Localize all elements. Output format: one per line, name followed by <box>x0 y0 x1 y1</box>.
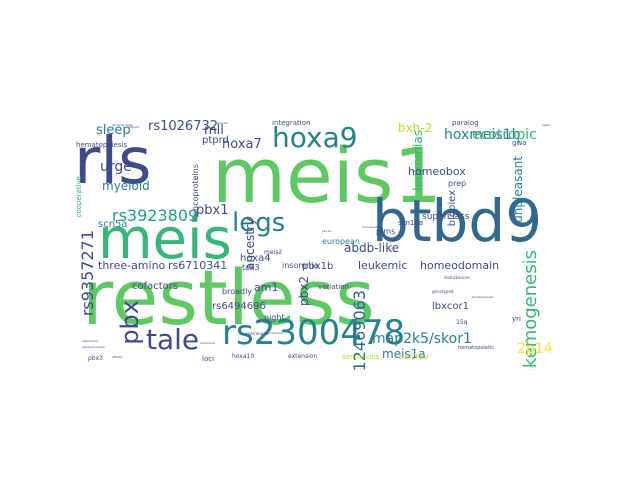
cloud-word: 2p14 <box>517 341 553 357</box>
cloud-word: scn5a <box>98 219 128 230</box>
cloud-word: translocation <box>362 225 382 229</box>
cloud-word: sequences <box>82 339 99 343</box>
cloud-word: scn10a <box>398 219 424 227</box>
cloud-word: developmental <box>82 345 105 349</box>
cloud-word: rs6494696 <box>212 301 266 312</box>
cloud-word: homeobox <box>408 165 466 178</box>
cloud-word: sleep <box>96 123 131 138</box>
cloud-word: myeloid <box>102 179 150 193</box>
cloud-word: disorder <box>216 121 229 125</box>
cloud-word: rs2300478 <box>222 313 406 353</box>
cloud-word: syndrome <box>200 341 215 345</box>
cloud-word: unpleasant <box>511 156 525 223</box>
cloud-word: yri <box>512 315 521 323</box>
cloud-word: enriched <box>398 353 429 361</box>
cloud-word: ecotropic <box>472 127 537 143</box>
cloud-word: integration <box>272 120 311 127</box>
cloud-word: meis <box>98 207 232 272</box>
cloud-word: hoxmeis1b <box>444 127 521 143</box>
cloud-word: affinity <box>112 355 123 359</box>
cloud-word: genome-wide <box>112 123 133 127</box>
cloud-word: sensations <box>342 353 380 361</box>
cloud-word: hematopoietic <box>458 345 494 351</box>
cloud-word: genotyped <box>432 289 454 294</box>
cloud-word: hoxa10 <box>232 353 255 360</box>
cloud-word: hematopoietic <box>472 295 494 299</box>
cloud-word: plms <box>376 227 396 236</box>
cloud-word: pbx1 <box>196 203 229 218</box>
cloud-word: embryonic <box>268 331 284 335</box>
cloud-word: cooperative <box>75 176 83 218</box>
cloud-word: tox3 <box>242 263 260 272</box>
cloud-word: extension <box>288 353 318 360</box>
cloud-word: pbx3 <box>88 355 103 362</box>
cloud-word: pbx2 <box>297 276 311 306</box>
cloud-word: cofactors <box>132 281 179 292</box>
cloud-word: hoxa4 <box>240 253 271 264</box>
cloud-word: gwa <box>512 139 527 147</box>
cloud-word: bxh-2 <box>398 121 433 135</box>
cloud-word: prep <box>448 179 467 188</box>
cloud-word: rs9357271 <box>78 230 97 317</box>
cloud-word: am1 <box>254 281 279 294</box>
cloud-word: legs <box>232 208 286 238</box>
cloud-word: loci <box>202 355 215 363</box>
cloud-word: pbx <box>116 300 144 345</box>
cloud-word: three-amino <box>98 259 166 272</box>
cloud-word: leukemias <box>411 130 425 191</box>
cloud-word: meis1 <box>212 131 442 220</box>
cloud-word: tale <box>146 323 200 356</box>
cloud-word: leukemic <box>358 259 408 272</box>
cloud-word: urge <box>100 159 132 175</box>
cloud-word: hoxa7 <box>222 137 262 152</box>
cloud-word: mll <box>204 123 224 138</box>
cloud-word: european <box>322 237 360 246</box>
cloud-word: disturbances <box>444 275 470 280</box>
cloud-word: hoxa9 <box>272 121 358 154</box>
cloud-word: ptprd <box>202 135 229 146</box>
cloud-word: biopiex <box>447 190 458 227</box>
cloud-word: superclass <box>422 212 470 222</box>
cloud-word: insomnia <box>282 261 319 270</box>
cloud-word: meis1a <box>382 347 426 361</box>
cloud-word: reflects <box>128 125 140 129</box>
cloud-word: rearranged <box>246 331 269 336</box>
cloud-word: rls <box>74 125 152 199</box>
cloud-word: paralog <box>452 120 479 127</box>
cloud-word: night <box>264 313 285 322</box>
cloud-word: oncoproteins <box>191 164 200 216</box>
cloud-word: map2k5/skor1 <box>372 331 472 347</box>
cloud-word: septic <box>542 123 551 127</box>
cloud-word: 15q <box>456 319 468 326</box>
cloud-word: abdb-like <box>344 241 400 255</box>
word-cloud: restless meis1 rls btbd9 meis rs2300478 tale ho… <box>72 120 582 370</box>
cloud-word: rs3923809 <box>112 206 199 225</box>
cloud-word: variation <box>318 283 349 291</box>
cloud-word: lbxcor1 <box>432 301 469 312</box>
cloud-word: homeodomain <box>420 259 500 272</box>
cloud-word: broadly <box>222 287 253 296</box>
cloud-word: rs1026732 <box>148 120 219 134</box>
cloud-word: restless <box>82 253 375 342</box>
cloud-word: pbx1a <box>322 229 332 233</box>
cloud-word: hematopoiesis <box>76 141 128 149</box>
cloud-word: pbx1b <box>302 261 334 272</box>
cloud-word: libraries <box>256 319 273 324</box>
cloud-word: rs6710341 <box>168 259 228 272</box>
cloud-word: meis2 <box>264 249 283 256</box>
cloud-word: btbd9 <box>372 187 543 255</box>
